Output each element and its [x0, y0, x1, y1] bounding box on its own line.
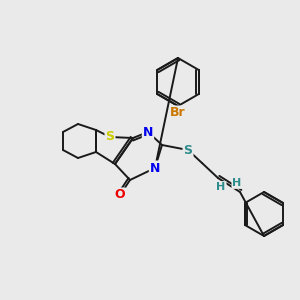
Text: S: S: [106, 130, 115, 143]
Text: H: H: [216, 182, 226, 192]
Text: O: O: [115, 188, 125, 202]
Text: H: H: [232, 178, 242, 188]
Text: N: N: [143, 125, 153, 139]
Text: S: S: [184, 143, 193, 157]
Text: Br: Br: [170, 106, 186, 119]
Text: N: N: [150, 161, 160, 175]
